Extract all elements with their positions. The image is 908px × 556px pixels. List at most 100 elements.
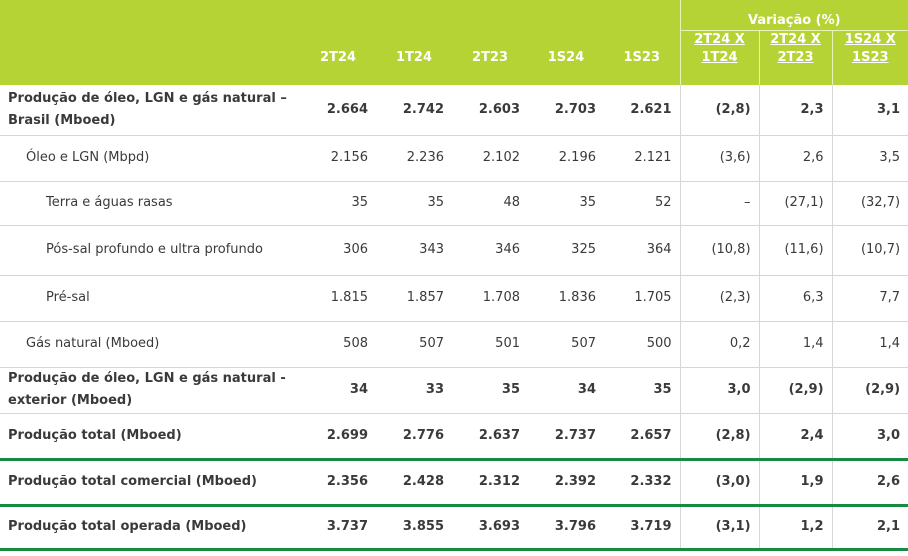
col-header-1t24: 1T24 (376, 30, 452, 85)
row-label: Produção de óleo, LGN e gás natural – Br… (0, 85, 300, 136)
cell-value: 2.236 (376, 135, 452, 182)
cell-value: 2.102 (452, 135, 528, 182)
cell-variation: – (679, 181, 760, 226)
table-row: Óleo e LGN (Mbpd) 2.156 2.236 2.102 2.19… (0, 135, 908, 182)
cell-value: 343 (376, 225, 452, 276)
row-label: Produção total comercial (Mboed) (0, 459, 300, 507)
cell-value: 35 (300, 181, 376, 226)
cell-variation: 3,1 (831, 85, 908, 136)
cell-variation: 0,2 (679, 321, 760, 368)
cell-variation: 2,4 (758, 413, 833, 461)
cell-value: 346 (452, 225, 528, 276)
cell-variation: 1,9 (758, 459, 833, 507)
table-row: Produção total operada (Mboed) 3.737 3.8… (0, 505, 908, 551)
cell-value: 35 (528, 181, 604, 226)
cell-variation: (3,0) (679, 459, 760, 507)
cell-value: 2.699 (300, 413, 376, 461)
cell-value: 3.737 (300, 505, 376, 551)
cell-variation: 3,0 (831, 413, 908, 461)
cell-value: 2.312 (452, 459, 528, 507)
cell-variation: 1,4 (758, 321, 833, 368)
var-col-top: 2T24 X (770, 32, 821, 47)
cell-value: 306 (300, 225, 376, 276)
cell-value: 2.742 (376, 85, 452, 136)
cell-variation: (2,8) (679, 413, 760, 461)
cell-variation: 1,2 (758, 505, 833, 551)
table-row: Pós-sal profundo e ultra profundo 306 34… (0, 225, 908, 276)
cell-value: 2.664 (300, 85, 376, 136)
table-row: Gás natural (Mboed) 508 507 501 507 500 … (0, 321, 908, 368)
var-col-bottom: 1S23 (852, 50, 889, 65)
table-header: Variação (%) 2T24 1T24 2T23 1S24 1S23 2T… (0, 0, 908, 85)
var-col-top: 1S24 X (844, 32, 896, 47)
var-col-top: 2T24 X (694, 32, 745, 47)
cell-variation: (2,9) (831, 367, 908, 414)
row-label: Produção total operada (Mboed) (0, 505, 300, 551)
cell-variation: 2,3 (758, 85, 833, 136)
row-label: Produção de óleo, LGN e gás natural - ex… (0, 367, 300, 414)
cell-value: 1.705 (604, 275, 681, 322)
header-spacer (0, 0, 681, 31)
cell-variation: 2,6 (758, 135, 833, 182)
cell-value: 34 (528, 367, 604, 414)
cell-variation: (2,3) (679, 275, 760, 322)
col-header-var-2t24-2t23: 2T24 X 2T23 (758, 30, 833, 85)
cell-variation: 1,4 (831, 321, 908, 368)
header-label-col (0, 30, 300, 85)
table-row: Produção total (Mboed) 2.699 2.776 2.637… (0, 413, 908, 461)
cell-value: 1.857 (376, 275, 452, 322)
row-label: Pós-sal profundo e ultra profundo (0, 225, 300, 276)
cell-value: 35 (604, 367, 681, 414)
cell-value: 2.428 (376, 459, 452, 507)
cell-value: 2.196 (528, 135, 604, 182)
col-header-var-1s24-1s23: 1S24 X 1S23 (831, 30, 908, 85)
row-label: Produção total (Mboed) (0, 413, 300, 461)
cell-value: 2.657 (604, 413, 681, 461)
cell-variation: 2,1 (831, 505, 908, 551)
cell-value: 2.356 (300, 459, 376, 507)
cell-value: 35 (376, 181, 452, 226)
cell-value: 2.737 (528, 413, 604, 461)
table-row: Produção de óleo, LGN e gás natural – Br… (0, 85, 908, 136)
cell-value: 2.603 (452, 85, 528, 136)
cell-value: 33 (376, 367, 452, 414)
cell-variation: (10,7) (831, 225, 908, 276)
cell-variation: 6,3 (758, 275, 833, 322)
cell-value: 501 (452, 321, 528, 368)
col-header-2t23: 2T23 (452, 30, 528, 85)
cell-variation: (10,8) (679, 225, 760, 276)
cell-value: 2.332 (604, 459, 681, 507)
cell-value: 2.637 (452, 413, 528, 461)
col-header-var-2t24-1t24: 2T24 X 1T24 (679, 30, 760, 85)
cell-variation: 2,6 (831, 459, 908, 507)
var-col-bottom: 2T23 (777, 50, 814, 65)
cell-value: 1.836 (528, 275, 604, 322)
cell-variation: (11,6) (758, 225, 833, 276)
cell-value: 325 (528, 225, 604, 276)
row-label: Óleo e LGN (Mbpd) (0, 135, 300, 182)
table-body: Produção de óleo, LGN e gás natural – Br… (0, 85, 908, 551)
col-header-1s23: 1S23 (604, 30, 681, 85)
cell-variation: (3,1) (679, 505, 760, 551)
col-header-2t24: 2T24 (300, 30, 376, 85)
cell-value: 35 (452, 367, 528, 414)
cell-value: 2.392 (528, 459, 604, 507)
cell-value: 2.776 (376, 413, 452, 461)
cell-variation: 7,7 (831, 275, 908, 322)
cell-value: 2.621 (604, 85, 681, 136)
cell-variation: (2,9) (758, 367, 833, 414)
cell-value: 1.708 (452, 275, 528, 322)
table-row: Pré-sal 1.815 1.857 1.708 1.836 1.705 (2… (0, 275, 908, 322)
cell-value: 2.703 (528, 85, 604, 136)
cell-value: 52 (604, 181, 681, 226)
variation-header: Variação (%) (679, 0, 908, 31)
cell-value: 34 (300, 367, 376, 414)
row-label: Gás natural (Mboed) (0, 321, 300, 368)
cell-value: 508 (300, 321, 376, 368)
col-header-1s24: 1S24 (528, 30, 604, 85)
row-label: Terra e águas rasas (0, 181, 300, 226)
cell-value: 3.693 (452, 505, 528, 551)
cell-value: 3.796 (528, 505, 604, 551)
cell-variation: (32,7) (831, 181, 908, 226)
table-row: Produção total comercial (Mboed) 2.356 2… (0, 459, 908, 507)
